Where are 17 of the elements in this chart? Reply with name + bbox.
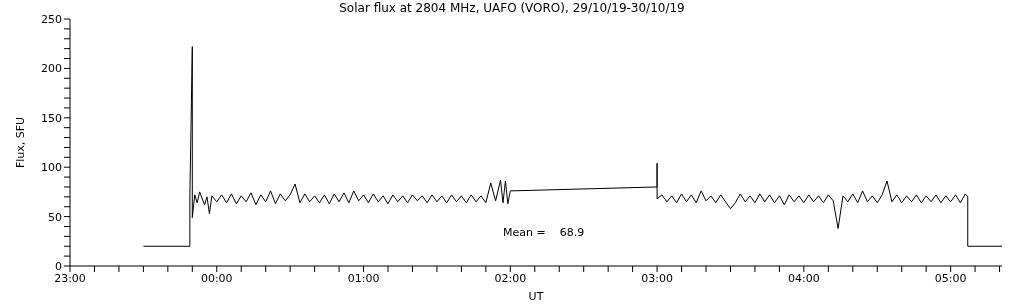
y-tick-label: 200 <box>41 62 62 76</box>
chart-title: Solar flux at 2804 MHz, UAFO (VORO), 29/10/19-30/10/19 <box>339 1 685 15</box>
x-tick-label: 04:00 <box>788 271 820 285</box>
y-tick-label: 0 <box>55 259 62 273</box>
x-tick-label: 02:00 <box>494 271 527 285</box>
x-axis-title: UT <box>528 290 544 303</box>
annotation: Mean = 68.9 <box>503 226 585 239</box>
y-tick-label: 250 <box>41 12 62 26</box>
y-axis-title: Flux, SFU <box>13 116 27 169</box>
x-tick-label: 00:00 <box>200 271 233 285</box>
x-tick-label: 01:00 <box>347 271 380 285</box>
y-tick-label: 100 <box>41 161 62 175</box>
y-tick-label: 150 <box>41 111 62 125</box>
x-tick-label: 23:00 <box>54 271 86 285</box>
y-tick-label: 50 <box>48 210 62 224</box>
x-tick-label: 05:00 <box>934 271 967 285</box>
x-tick-label: 03:00 <box>641 271 673 285</box>
